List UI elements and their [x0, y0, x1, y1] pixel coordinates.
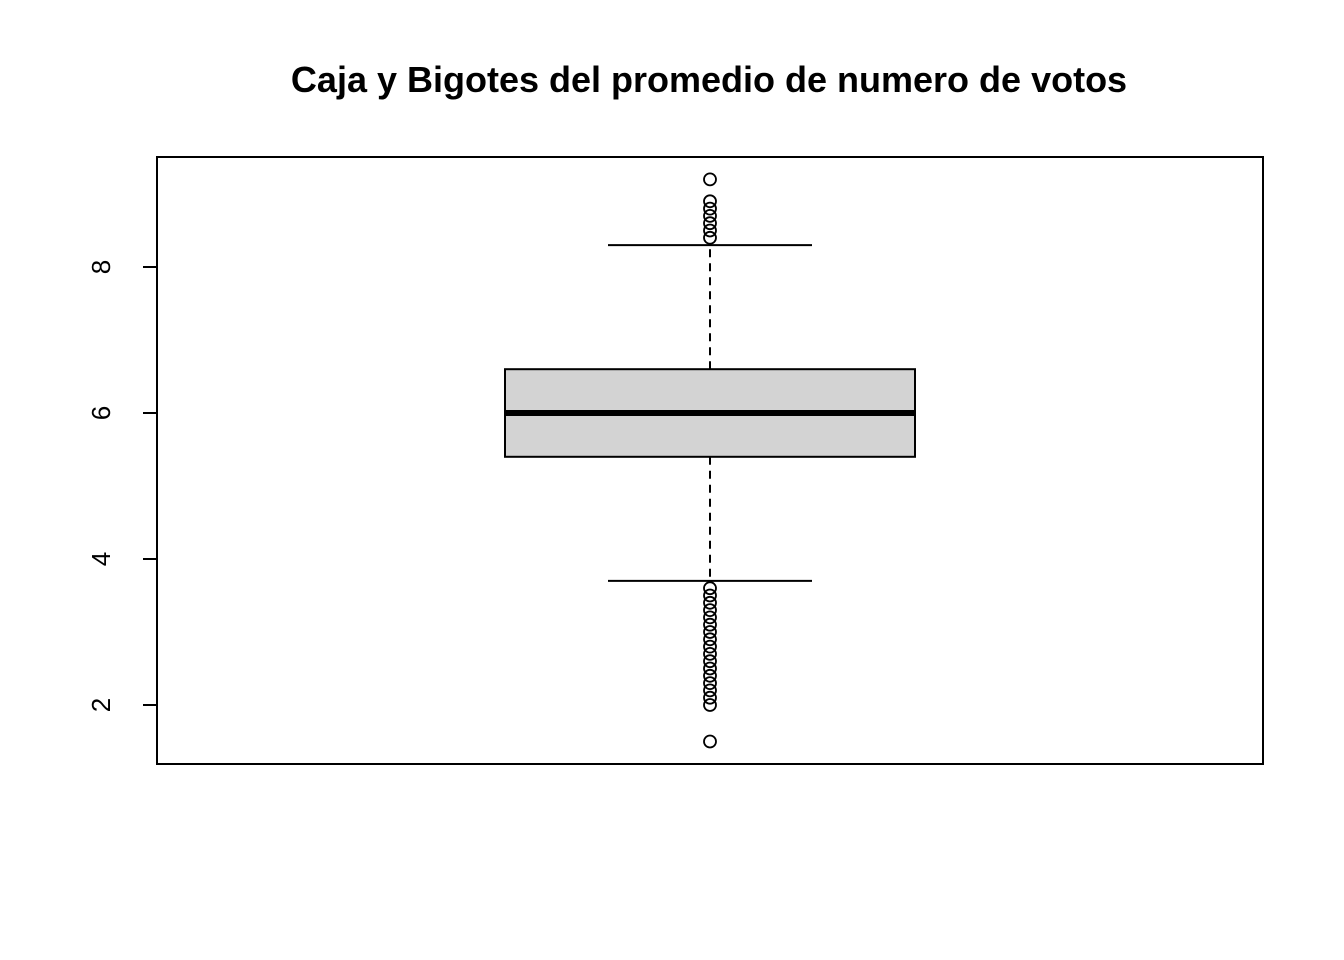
outliers — [703, 172, 717, 749]
outlier-point — [703, 676, 717, 690]
outlier-point — [703, 683, 717, 698]
y-tick-label-4: 4 — [86, 552, 116, 566]
y-tick-label-6: 6 — [86, 406, 116, 420]
outlier-point — [703, 647, 717, 661]
outlier-point — [703, 595, 717, 610]
outlier-point — [703, 690, 717, 705]
outlier-point — [703, 581, 717, 596]
y-tick-label-8: 8 — [86, 260, 116, 274]
outlier-point — [703, 632, 717, 647]
plot-frame — [156, 156, 1264, 765]
outlier-point — [703, 216, 717, 231]
outlier-point — [703, 661, 717, 676]
outlier-point — [703, 230, 717, 245]
outlier-point — [703, 625, 717, 639]
outlier-point — [703, 201, 717, 216]
chart-title: Caja y Bigotes del promedio de numero de… — [291, 59, 1127, 100]
y-tick-label-2: 2 — [86, 698, 116, 712]
outlier-point — [703, 208, 717, 223]
outlier-point — [703, 194, 717, 209]
boxplot — [504, 244, 916, 582]
outlier-point — [703, 668, 717, 683]
outlier-point — [703, 734, 717, 749]
y-axis: 2 4 6 8 — [86, 260, 157, 712]
outlier-point — [703, 172, 717, 187]
outlier-point — [703, 617, 717, 632]
outlier-point — [703, 654, 717, 669]
outlier-point — [703, 223, 717, 238]
outlier-point — [703, 603, 717, 617]
outlier-point — [703, 588, 717, 603]
outlier-point — [703, 610, 717, 625]
outlier-point — [703, 639, 717, 654]
outlier-point — [703, 698, 717, 712]
